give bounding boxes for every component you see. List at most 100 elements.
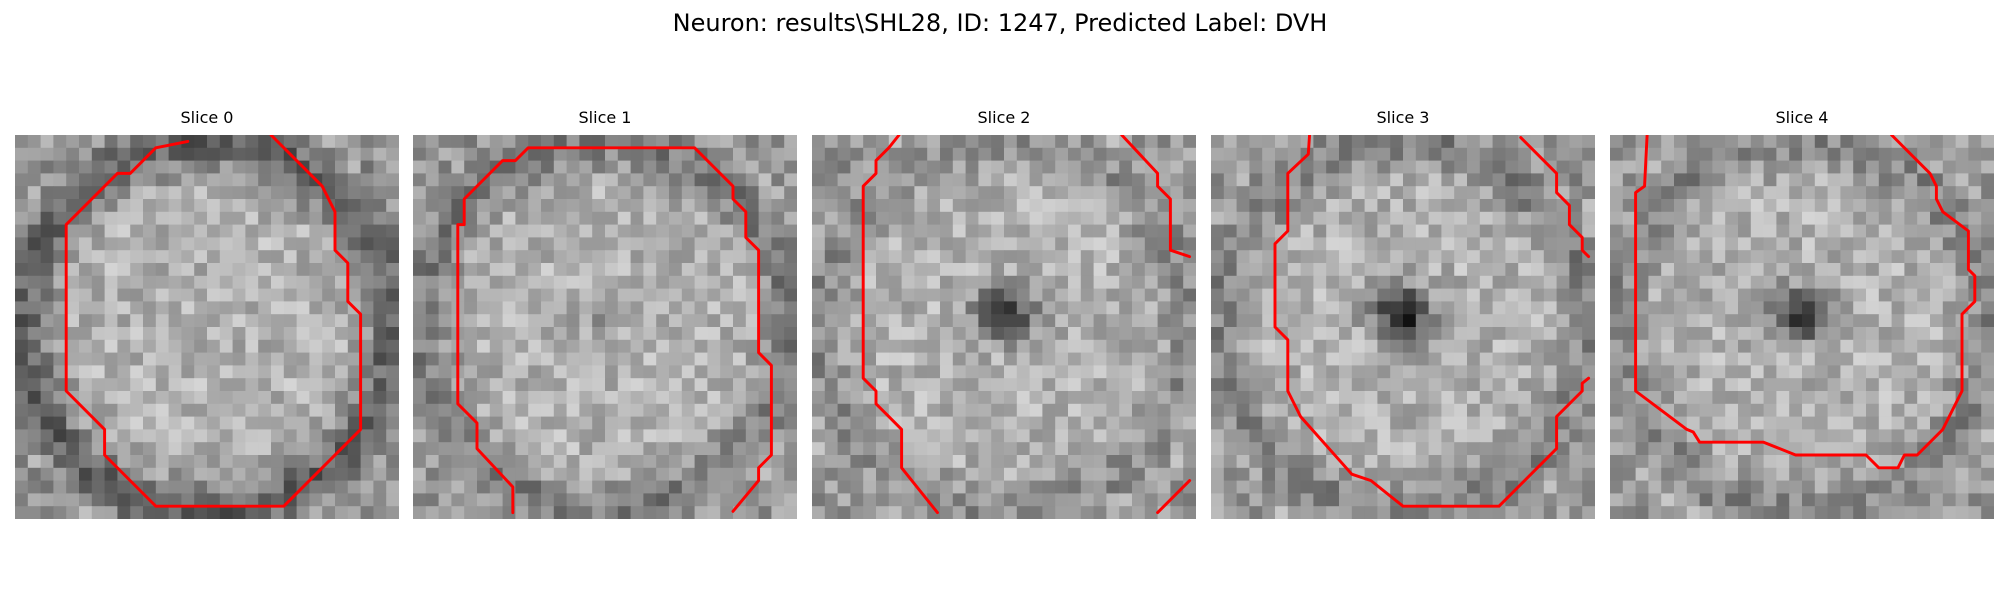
pixel bbox=[79, 365, 93, 379]
pixel bbox=[1415, 429, 1429, 443]
pixel bbox=[630, 339, 644, 353]
pixel bbox=[181, 275, 195, 289]
pixel bbox=[1144, 224, 1158, 238]
pixel bbox=[373, 263, 387, 277]
pixel bbox=[53, 493, 67, 507]
pixel bbox=[1275, 378, 1289, 392]
pixel bbox=[27, 147, 41, 161]
pixel bbox=[1441, 173, 1455, 187]
pixel bbox=[1183, 327, 1196, 341]
pixel bbox=[758, 199, 772, 213]
pixel bbox=[952, 416, 966, 430]
pixel bbox=[181, 378, 195, 392]
pixel bbox=[271, 442, 285, 456]
pixel bbox=[991, 378, 1005, 392]
pixel bbox=[1403, 429, 1417, 443]
pixel bbox=[232, 288, 246, 302]
pixel bbox=[1479, 224, 1493, 238]
pixel bbox=[1827, 135, 1841, 149]
pixel bbox=[335, 275, 349, 289]
pixel bbox=[643, 263, 657, 277]
pixel bbox=[1725, 211, 1739, 225]
pixel bbox=[952, 173, 966, 187]
pixel bbox=[1119, 506, 1133, 519]
pixel bbox=[1891, 467, 1905, 481]
pixel bbox=[1904, 455, 1918, 469]
pixel bbox=[245, 147, 259, 161]
pixel bbox=[566, 493, 580, 507]
pixel bbox=[1814, 403, 1828, 417]
pixel bbox=[617, 352, 631, 366]
pixel bbox=[771, 173, 785, 187]
pixel bbox=[1505, 250, 1519, 264]
pixel bbox=[1441, 301, 1455, 315]
pixel bbox=[1543, 250, 1557, 264]
pixel bbox=[1144, 327, 1158, 341]
pixel bbox=[1377, 160, 1391, 174]
pixel bbox=[373, 301, 387, 315]
pixel bbox=[1467, 352, 1481, 366]
pixel bbox=[143, 301, 157, 315]
pixel bbox=[863, 442, 877, 456]
pixel bbox=[1364, 135, 1378, 149]
pixel bbox=[745, 263, 759, 277]
pixel-grid-4 bbox=[1610, 135, 1994, 519]
pixel bbox=[1313, 224, 1327, 238]
pixel bbox=[605, 211, 619, 225]
pixel bbox=[1981, 314, 1994, 328]
slice-title-0: Slice 0 bbox=[180, 108, 234, 127]
pixel bbox=[940, 211, 954, 225]
pixel bbox=[876, 442, 890, 456]
pixel bbox=[373, 250, 387, 264]
pixel bbox=[464, 391, 478, 405]
pixel bbox=[1904, 352, 1918, 366]
pixel bbox=[965, 327, 979, 341]
pixel bbox=[1981, 288, 1994, 302]
pixel bbox=[245, 416, 259, 430]
pixel bbox=[1119, 391, 1133, 405]
pixel bbox=[1364, 173, 1378, 187]
pixel bbox=[1686, 480, 1700, 494]
pixel bbox=[630, 288, 644, 302]
pixel bbox=[1390, 378, 1404, 392]
pixel bbox=[952, 160, 966, 174]
pixel bbox=[360, 173, 374, 187]
pixel bbox=[605, 391, 619, 405]
pixel bbox=[104, 186, 118, 200]
pixel bbox=[1635, 429, 1649, 443]
pixel bbox=[850, 199, 864, 213]
pixel bbox=[771, 467, 785, 481]
pixel bbox=[296, 506, 310, 519]
pixel bbox=[1610, 135, 1624, 149]
pixel bbox=[1029, 301, 1043, 315]
pixel bbox=[438, 339, 452, 353]
pixel bbox=[592, 173, 606, 187]
pixel bbox=[425, 506, 439, 519]
pixel bbox=[1377, 147, 1391, 161]
pixel bbox=[1930, 403, 1944, 417]
pixel bbox=[181, 250, 195, 264]
pixel bbox=[1569, 173, 1583, 187]
pixel bbox=[965, 365, 979, 379]
pixel bbox=[309, 429, 323, 443]
pixel bbox=[1364, 365, 1378, 379]
pixel bbox=[1313, 416, 1327, 430]
pixel bbox=[901, 455, 915, 469]
pixel bbox=[245, 442, 259, 456]
pixel bbox=[863, 199, 877, 213]
pixel bbox=[952, 455, 966, 469]
pixel bbox=[27, 173, 41, 187]
pixel bbox=[694, 211, 708, 225]
pixel bbox=[1106, 186, 1120, 200]
pixel bbox=[296, 493, 310, 507]
pixel bbox=[824, 199, 838, 213]
pixel bbox=[1004, 314, 1018, 328]
pixel bbox=[1479, 288, 1493, 302]
pixel bbox=[1582, 352, 1595, 366]
pixel bbox=[104, 416, 118, 430]
pixel bbox=[1403, 275, 1417, 289]
pixel bbox=[40, 467, 54, 481]
pixel bbox=[386, 442, 399, 456]
pixel bbox=[515, 467, 529, 481]
pixel bbox=[425, 493, 439, 507]
